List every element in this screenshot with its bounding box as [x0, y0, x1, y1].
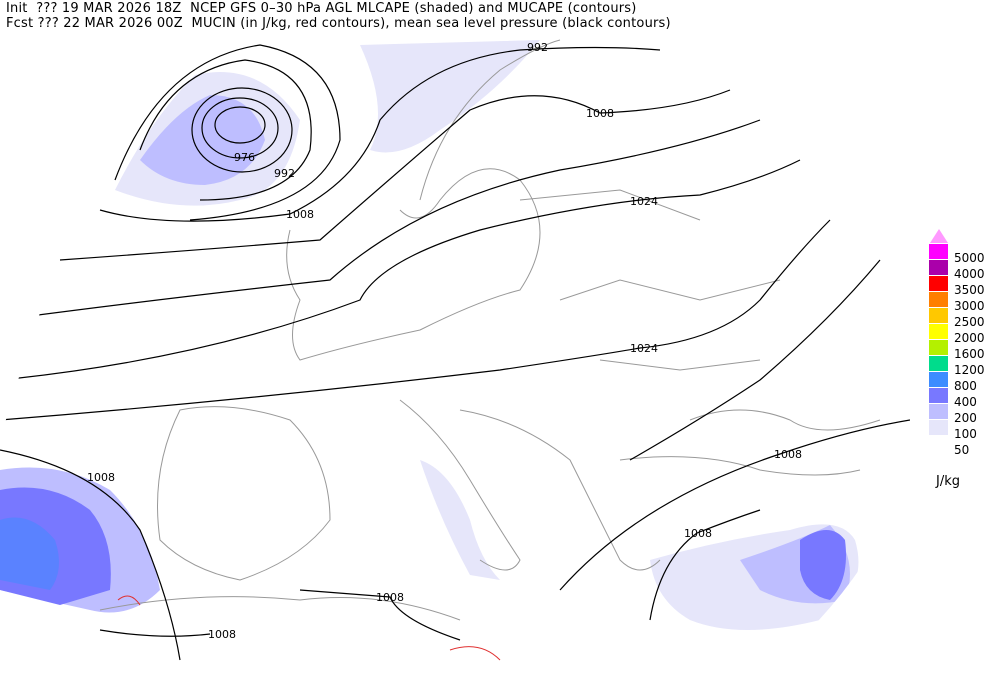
- legend-row: 3500: [929, 276, 999, 297]
- legend-label: 400: [954, 395, 977, 409]
- isobar-label: 1008: [684, 527, 712, 540]
- legend-row: 800: [929, 372, 999, 393]
- isobars: [0, 44, 910, 661]
- isobar-label: 1008: [586, 107, 614, 120]
- legend-row: 3000: [929, 292, 999, 313]
- legend-swatch: [929, 308, 948, 323]
- legend-swatch: [929, 292, 948, 307]
- legend-swatch: [929, 276, 948, 291]
- isobar-labels: 992 1008 976 992 1008 1024 1024 1008 100…: [87, 41, 802, 641]
- isobar-label: 1024: [630, 195, 658, 208]
- legend-label: 4000: [954, 267, 985, 281]
- coastlines-borders: [99, 39, 881, 621]
- legend-swatch: [929, 404, 948, 419]
- legend-label: 3000: [954, 299, 985, 313]
- legend-row: 100: [929, 420, 999, 441]
- isobar-label: 1008: [87, 471, 115, 484]
- legend-swatch: [929, 356, 948, 371]
- isobar-label: 1024: [630, 342, 658, 355]
- legend-swatch: [929, 420, 948, 435]
- color-legend: 5000 4000 3500 3000 2500 2000 1600 1200 800 400 20…: [929, 229, 999, 457]
- legend-label: 800: [954, 379, 977, 393]
- isobar-label: 992: [274, 167, 295, 180]
- legend-row: 200: [929, 404, 999, 425]
- legend-label: 200: [954, 411, 977, 425]
- isobar-label: 1008: [286, 208, 314, 221]
- weather-map: 992 1008 976 992 1008 1024 1024 1008 100…: [0, 39, 910, 661]
- legend-row: 1200: [929, 356, 999, 377]
- legend-swatch: [929, 388, 948, 403]
- isobar-label: 976: [234, 151, 255, 164]
- legend-row: 2000: [929, 324, 999, 345]
- legend-label: 2000: [954, 331, 985, 345]
- legend-row: 2500: [929, 308, 999, 329]
- legend-label: 1200: [954, 363, 985, 377]
- legend-row: 5000: [929, 244, 999, 265]
- legend-label: 5000: [954, 251, 985, 265]
- isobar-label: 992: [527, 41, 548, 54]
- legend-label: 100: [954, 427, 977, 441]
- cape-shading: [0, 40, 859, 630]
- legend-row: 400: [929, 388, 999, 409]
- isobar-label: 1008: [208, 628, 236, 641]
- legend-swatch: [929, 324, 948, 339]
- header-line-init: Init ??? 19 MAR 2026 18Z NCEP GFS 0–30 h…: [6, 1, 637, 16]
- legend-row: 50: [929, 436, 999, 457]
- legend-label: 2500: [954, 315, 985, 329]
- legend-swatch: [929, 244, 948, 259]
- isobar-label: 1008: [376, 591, 404, 604]
- isobar-label: 1008: [774, 448, 802, 461]
- legend-row: 1600: [929, 340, 999, 361]
- legend-overflow-triangle: [930, 229, 948, 243]
- legend-swatch: [929, 372, 948, 387]
- legend-swatch: [929, 340, 948, 355]
- legend-unit: J/kg: [936, 474, 960, 489]
- header-line-forecast: Fcst ??? 22 MAR 2026 00Z MUCIN (in J/kg,…: [6, 16, 671, 31]
- legend-label: 50: [954, 443, 970, 457]
- legend-swatch: [929, 260, 948, 275]
- legend-label: 3500: [954, 283, 985, 297]
- mucin-contours: [117, 595, 501, 661]
- legend-row: 4000: [929, 260, 999, 281]
- legend-label: 1600: [954, 347, 985, 361]
